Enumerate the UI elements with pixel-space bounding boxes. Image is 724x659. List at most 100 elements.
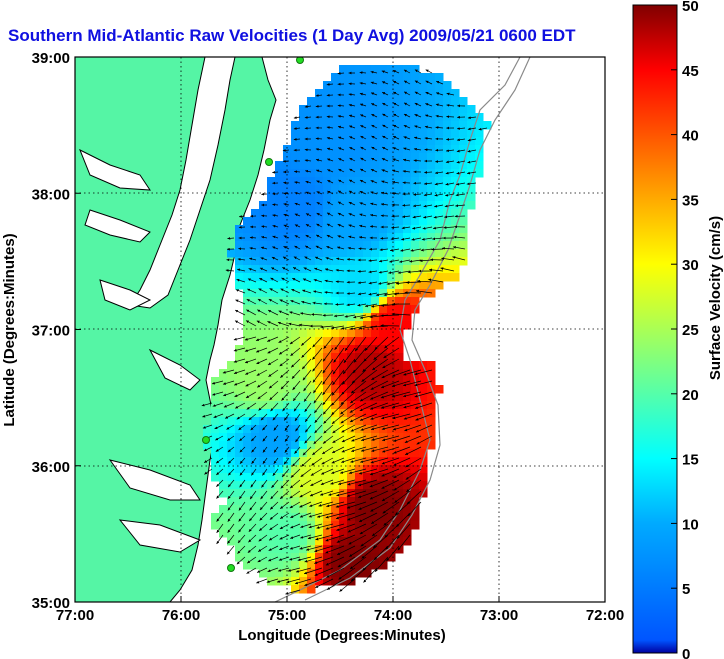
velocity-cell: [307, 153, 316, 162]
velocity-cell: [387, 409, 396, 418]
velocity-cell: [315, 249, 324, 258]
velocity-cell: [347, 401, 356, 410]
velocity-vector: [340, 391, 356, 405]
velocity-cell: [251, 217, 260, 226]
velocity-vector: [425, 91, 433, 96]
velocity-cell: [307, 321, 316, 330]
velocity-cell: [339, 569, 348, 578]
velocity-cell: [451, 177, 460, 186]
velocity-cell: [235, 281, 244, 290]
velocity-cell: [419, 241, 428, 250]
velocity-vector: [337, 125, 345, 129]
velocity-cell: [355, 97, 364, 106]
velocity-cell: [243, 353, 252, 362]
velocity-cell: [235, 257, 244, 266]
velocity-cell: [315, 297, 324, 306]
velocity-cell: [459, 177, 468, 186]
velocity-vector: [261, 235, 268, 239]
velocity-cell: [403, 305, 412, 314]
velocity-vector: [237, 534, 246, 544]
velocity-cell: [339, 177, 348, 186]
velocity-cell: [235, 481, 244, 490]
velocity-vector: [315, 578, 334, 589]
velocity-cell: [363, 497, 372, 506]
velocity-cell: [291, 345, 300, 354]
velocity-vector: [226, 545, 235, 555]
velocity-cell: [371, 265, 380, 274]
velocity-cell: [387, 73, 396, 82]
velocity-vector: [420, 248, 433, 252]
velocity-cell: [267, 345, 276, 354]
velocity-vector: [382, 102, 389, 107]
velocity-cell: [451, 145, 460, 154]
velocity-vector: [311, 313, 323, 316]
velocity-cell: [395, 425, 404, 434]
velocity-cell: [251, 473, 260, 482]
velocity-cell: [227, 457, 236, 466]
velocity-cell: [331, 153, 340, 162]
velocity-cell: [355, 273, 364, 282]
velocity-vector: [279, 299, 290, 305]
velocity-cell: [267, 385, 276, 394]
velocity-cell: [259, 377, 268, 386]
velocity-vector: [332, 435, 345, 444]
velocity-vector: [359, 81, 367, 85]
velocity-cell: [251, 289, 260, 298]
velocity-cell: [339, 233, 348, 242]
velocity-vector: [262, 446, 268, 453]
velocity-vector: [321, 457, 334, 465]
velocity-cell: [347, 97, 356, 106]
velocity-cell: [427, 401, 436, 410]
velocity-cell: [363, 505, 372, 514]
velocity-cell: [251, 505, 260, 514]
velocity-vector: [327, 169, 334, 173]
velocity-cell: [371, 241, 380, 250]
velocity-vector: [280, 369, 290, 378]
velocity-cell: [363, 105, 372, 114]
velocity-cell: [307, 497, 316, 506]
velocity-cell: [371, 217, 380, 226]
velocity-cell: [395, 161, 404, 170]
velocity-vector: [294, 170, 301, 174]
velocity-cell: [283, 465, 292, 474]
velocity-cell: [339, 545, 348, 554]
velocity-cell: [355, 377, 364, 386]
velocity-cell: [419, 193, 428, 202]
velocity-vector: [318, 501, 334, 507]
velocity-cell: [315, 89, 324, 98]
velocity-vector: [327, 158, 334, 162]
velocity-cell: [251, 329, 260, 338]
x-tick-label: 76:00: [162, 607, 200, 624]
velocity-cell: [411, 153, 420, 162]
velocity-cell: [395, 169, 404, 178]
velocity-cell: [251, 385, 260, 394]
velocity-cell: [267, 529, 276, 538]
velocity-vector: [239, 479, 246, 488]
velocity-cell: [395, 329, 404, 338]
velocity-vector: [381, 81, 389, 85]
velocity-cell: [243, 481, 252, 490]
velocity-cell: [267, 201, 276, 210]
velocity-cell: [371, 361, 380, 370]
velocity-vector: [338, 147, 345, 151]
velocity-cell: [435, 73, 444, 82]
velocity-vector: [316, 180, 323, 184]
colorbar-tick-label: 5: [682, 581, 690, 598]
velocity-vector: [291, 369, 301, 379]
velocity-cell: [283, 433, 292, 442]
velocity-cell: [371, 513, 380, 522]
velocity-cell: [443, 241, 452, 250]
velocity-cell: [403, 441, 412, 450]
velocity-cell: [355, 225, 364, 234]
velocity-cell: [307, 369, 316, 378]
velocity-cell: [251, 441, 260, 450]
velocity-cell: [347, 161, 356, 170]
colorbar-tick-label: 30: [682, 257, 699, 274]
velocity-vector: [281, 391, 290, 401]
velocity-cell: [411, 273, 420, 282]
velocity-cell: [259, 529, 268, 538]
velocity-cell: [291, 473, 300, 482]
velocity-cell: [323, 201, 332, 210]
velocity-vector: [287, 567, 301, 572]
velocity-vector: [337, 212, 345, 217]
